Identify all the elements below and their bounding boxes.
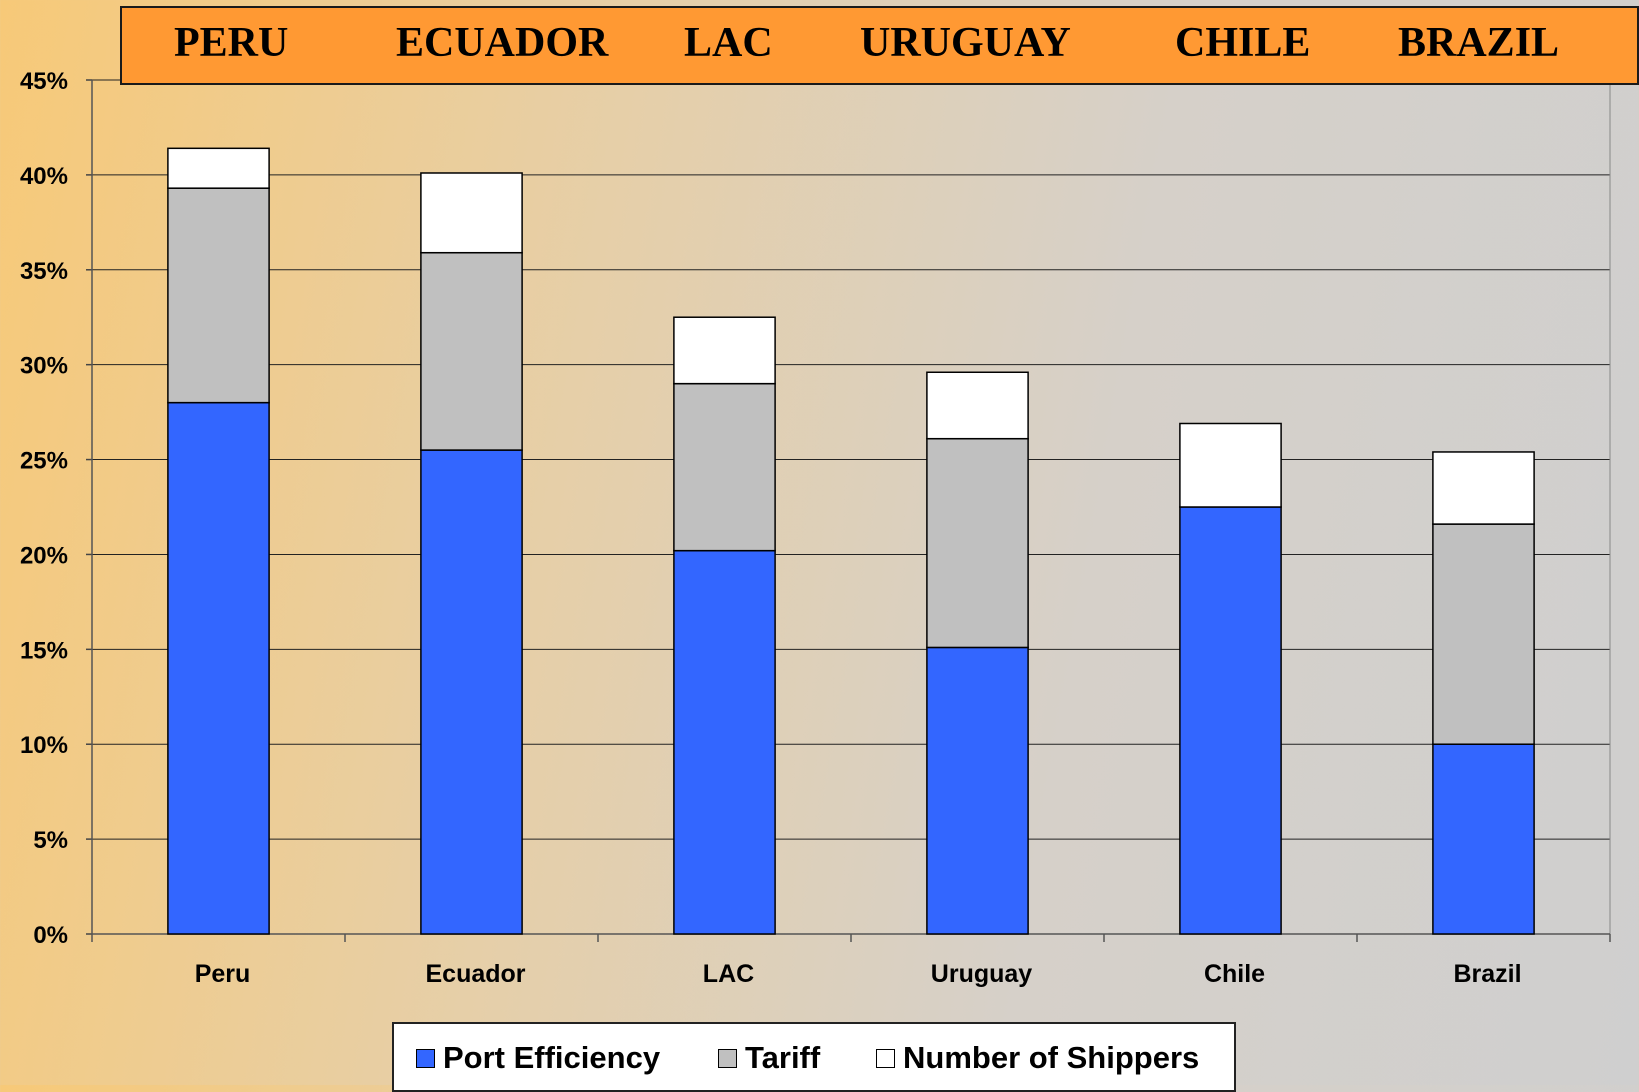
header-label-uruguay: URUGUAY (860, 20, 1071, 66)
x-tick-label-peru: Peru (195, 960, 251, 988)
bar-lac-number-of-shippers (673, 316, 776, 385)
bar-brazil-port-efficiency (1432, 743, 1535, 935)
legend-swatch-port-efficiency (416, 1048, 435, 1068)
grid-lines (92, 79, 1610, 840)
legend-swatch-number-of-shippers (876, 1048, 895, 1068)
bar-brazil-tariff (1432, 523, 1535, 745)
y-tick-label-25: 25% (20, 448, 68, 475)
y-tick-label-5: 5% (33, 827, 68, 854)
bar-ecuador-port-efficiency (420, 449, 523, 935)
x-tick-label-ecuador: Ecuador (425, 960, 525, 988)
y-tick-label-0: 0% (33, 922, 68, 949)
bar-peru-tariff (167, 187, 270, 404)
y-tick-label-15: 15% (20, 637, 68, 664)
y-tick-label-35: 35% (20, 258, 68, 285)
chart-legend: Port Efficiency Tariff Number of Shipper… (392, 1022, 1236, 1092)
bar-ecuador-number-of-shippers (420, 172, 523, 254)
y-tick-label-20: 20% (20, 542, 68, 569)
x-tick-label-lac: LAC (703, 960, 754, 988)
header-label-brazil: BRAZIL (1398, 20, 1560, 66)
x-tick-label-brazil: Brazil (1453, 960, 1521, 988)
legend-item-number-of-shippers: Number of Shippers (876, 1040, 1199, 1076)
legend-label-number-of-shippers: Number of Shippers (903, 1040, 1200, 1075)
bar-uruguay-port-efficiency (926, 646, 1029, 935)
bar-ecuador-tariff (420, 251, 523, 451)
bar-uruguay-tariff (926, 437, 1029, 649)
x-tick-label-chile: Chile (1204, 960, 1265, 988)
header-label-peru: PERU (174, 20, 289, 66)
legend-item-port-efficiency: Port Efficiency (416, 1040, 660, 1076)
header-label-ecuador: ECUADOR (396, 20, 609, 66)
y-tick-label-45: 45% (20, 68, 68, 95)
bar-uruguay-number-of-shippers (926, 371, 1029, 440)
bars (167, 147, 1535, 935)
y-tick-label-30: 30% (20, 353, 68, 380)
x-tick-label-uruguay: Uruguay (931, 960, 1033, 988)
bar-chile-number-of-shippers (1179, 422, 1282, 508)
y-axis-ticks: 0% 5% 10% 15% 20% 25% 30% 35% 40% 45% (20, 68, 68, 949)
bar-chile-port-efficiency (1179, 506, 1282, 935)
y-tick-label-40: 40% (20, 163, 68, 190)
legend-swatch-tariff (718, 1048, 737, 1068)
y-tick-label-10: 10% (20, 732, 68, 759)
header-label-lac: LAC (684, 20, 773, 66)
legend-item-tariff: Tariff (718, 1040, 820, 1076)
bar-lac-tariff (673, 382, 776, 552)
legend-label-port-efficiency: Port Efficiency (443, 1040, 661, 1075)
country-header-banner: PERU ECUADOR LAC URUGUAY CHILE BRAZIL (120, 6, 1639, 85)
legend-label-tariff: Tariff (745, 1040, 821, 1075)
bar-peru-port-efficiency (167, 401, 270, 935)
bar-brazil-number-of-shippers (1432, 451, 1535, 525)
axes (86, 79, 1611, 942)
header-label-chile: CHILE (1175, 20, 1311, 66)
x-axis-labels: Peru Ecuador LAC Uruguay Chile Brazil (195, 960, 1522, 988)
bar-peru-number-of-shippers (167, 147, 270, 189)
bar-lac-port-efficiency (673, 549, 776, 935)
